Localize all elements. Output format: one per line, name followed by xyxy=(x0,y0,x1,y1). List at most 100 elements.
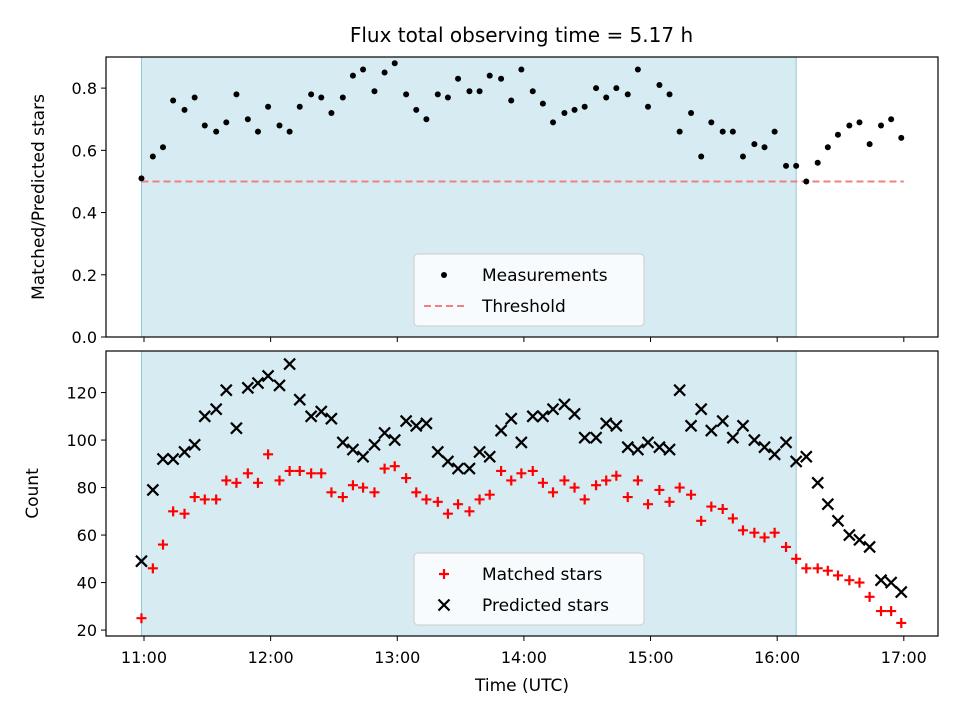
data-point xyxy=(706,501,717,512)
y-tick-label: 0.6 xyxy=(72,141,97,160)
data-point xyxy=(508,97,515,104)
data-point xyxy=(388,433,402,447)
data-point xyxy=(423,116,430,123)
data-point xyxy=(420,417,433,430)
data-point xyxy=(559,475,570,486)
axes-frame xyxy=(105,56,939,338)
data-point xyxy=(254,128,261,135)
data-point xyxy=(898,134,905,141)
data-point xyxy=(368,438,381,452)
data-point xyxy=(337,492,348,503)
data-point xyxy=(876,606,887,617)
data-point xyxy=(147,563,158,574)
data-point xyxy=(610,419,623,433)
legend-label: Predicted stars xyxy=(482,596,609,616)
data-point xyxy=(451,462,465,475)
data-point xyxy=(645,103,652,110)
data-point xyxy=(326,487,337,498)
series-measurements xyxy=(138,60,905,185)
data-point xyxy=(157,539,168,550)
y-tick-label: 120 xyxy=(66,384,97,403)
data-point xyxy=(561,110,568,116)
data-point xyxy=(251,376,265,390)
data-point xyxy=(293,393,307,406)
data-point xyxy=(812,563,823,574)
data-point xyxy=(751,141,758,148)
data-point xyxy=(791,553,802,564)
data-point xyxy=(391,60,398,67)
data-point xyxy=(494,424,508,437)
data-point xyxy=(296,103,303,110)
data-point xyxy=(558,398,571,411)
data-point xyxy=(536,410,550,423)
data-point xyxy=(832,570,843,581)
data-point xyxy=(758,440,771,454)
y-tick-label: 100 xyxy=(66,431,97,450)
data-point xyxy=(654,484,665,495)
data-point xyxy=(550,119,557,126)
data-point xyxy=(822,565,833,576)
data-point xyxy=(824,144,831,151)
data-point xyxy=(571,106,578,113)
data-point xyxy=(581,103,588,110)
legend-box xyxy=(413,552,645,626)
data-point xyxy=(727,513,738,524)
data-point xyxy=(242,468,253,479)
data-point xyxy=(146,483,160,497)
data-point xyxy=(518,66,525,73)
data-point xyxy=(188,438,201,452)
data-point xyxy=(339,94,346,101)
x-axis-label: Time (UTC) xyxy=(474,676,569,696)
data-point xyxy=(179,508,190,519)
data-point xyxy=(716,414,729,428)
data-point xyxy=(622,492,633,503)
data-point xyxy=(853,533,866,547)
data-point xyxy=(632,475,643,486)
data-point xyxy=(515,436,528,449)
data-point xyxy=(634,66,641,73)
data-point xyxy=(230,421,243,435)
data-point xyxy=(844,575,855,586)
data-point xyxy=(506,475,517,486)
data-point xyxy=(748,433,761,447)
axes-frame xyxy=(105,350,939,637)
data-point xyxy=(717,503,728,514)
data-point xyxy=(474,494,485,505)
data-point xyxy=(643,499,654,510)
data-point xyxy=(568,407,581,421)
data-point xyxy=(821,497,835,511)
legend: Measurements Threshold xyxy=(413,253,645,327)
data-point xyxy=(261,369,275,383)
data-point xyxy=(874,573,888,587)
data-point xyxy=(504,412,518,425)
data-point xyxy=(328,110,335,116)
data-point xyxy=(286,128,293,135)
legend-label: Measurements xyxy=(482,266,608,286)
data-point xyxy=(168,506,179,517)
data-point xyxy=(178,445,191,459)
chart-title: Flux total observing time = 5.17 h xyxy=(350,23,693,47)
data-point xyxy=(189,492,200,503)
data-point xyxy=(156,452,170,466)
data-point xyxy=(759,532,770,543)
data-point xyxy=(149,153,156,160)
legend-label: Matched stars xyxy=(482,565,602,585)
data-point xyxy=(516,468,527,479)
data-point xyxy=(360,66,367,73)
y-axis-label: Matched/Predicted stars xyxy=(29,94,49,300)
data-point xyxy=(241,381,255,395)
data-point xyxy=(371,88,378,95)
legend-swatch xyxy=(437,598,451,612)
data-point xyxy=(283,357,296,371)
y-tick-label: 40 xyxy=(77,574,97,593)
data-point xyxy=(768,448,781,461)
data-point xyxy=(308,91,315,98)
data-point xyxy=(843,528,856,542)
data-point xyxy=(306,468,317,479)
data-point xyxy=(476,88,483,95)
data-point xyxy=(694,402,708,416)
data-point xyxy=(378,426,391,440)
legend-swatch xyxy=(441,272,447,278)
